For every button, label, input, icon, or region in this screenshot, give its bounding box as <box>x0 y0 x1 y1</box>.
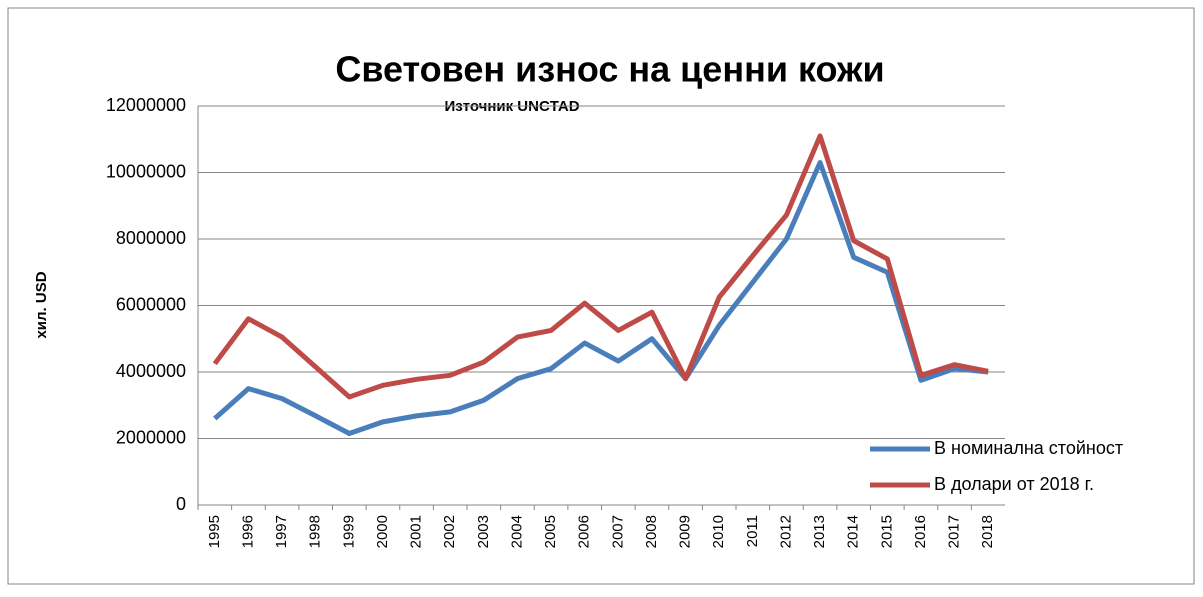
x-tick-label: 2012 <box>777 515 794 548</box>
line-series <box>213 160 989 437</box>
x-tick-label: 2004 <box>508 515 525 548</box>
y-tick-label: 10000000 <box>106 161 186 181</box>
x-tick-label: 1996 <box>239 515 256 548</box>
x-tick-label: 2001 <box>408 515 425 548</box>
x-tick-label: 1995 <box>206 515 223 548</box>
x-tick-label: 2011 <box>744 515 761 547</box>
legend-label: В долари от 2018 г. <box>934 474 1094 494</box>
x-tick-label: 2008 <box>643 515 660 548</box>
y-tick-label: 6000000 <box>116 294 186 314</box>
y-axis-label: хил. USD <box>33 271 50 338</box>
x-tick-label: 2018 <box>979 515 996 548</box>
x-tick-label: 2006 <box>576 515 593 548</box>
y-tick-label: 4000000 <box>116 361 186 381</box>
x-tick-label: 1997 <box>273 515 290 548</box>
x-tick-label: 2010 <box>710 515 727 548</box>
x-tick-label: 1998 <box>307 515 324 548</box>
chart-frame <box>7 7 1195 585</box>
x-tick-label: 2014 <box>845 515 862 548</box>
x-tick-label: 2015 <box>878 515 895 548</box>
legend-label: В номинална стойност <box>934 438 1123 458</box>
x-tick-label: 2007 <box>609 515 626 548</box>
y-tick-label: 8000000 <box>116 228 186 248</box>
x-tick-label: 2016 <box>912 515 929 548</box>
x-tick-label: 1999 <box>340 515 357 548</box>
y-tick-label: 2000000 <box>116 427 186 447</box>
y-tick-label: 0 <box>176 494 186 514</box>
chart-title: Световен износ на ценни кожи <box>335 49 884 90</box>
x-tick-label: 2013 <box>811 515 828 548</box>
x-tick-label: 2002 <box>441 515 458 548</box>
y-tick-label: 12000000 <box>106 95 186 115</box>
x-tick-label: 2005 <box>542 515 559 548</box>
x-tick-label: 2003 <box>475 515 492 548</box>
x-tick-label: 2000 <box>374 515 391 548</box>
x-tick-label: 2017 <box>946 515 963 548</box>
line-series <box>212 133 989 400</box>
x-tick-label: 2009 <box>677 515 694 548</box>
